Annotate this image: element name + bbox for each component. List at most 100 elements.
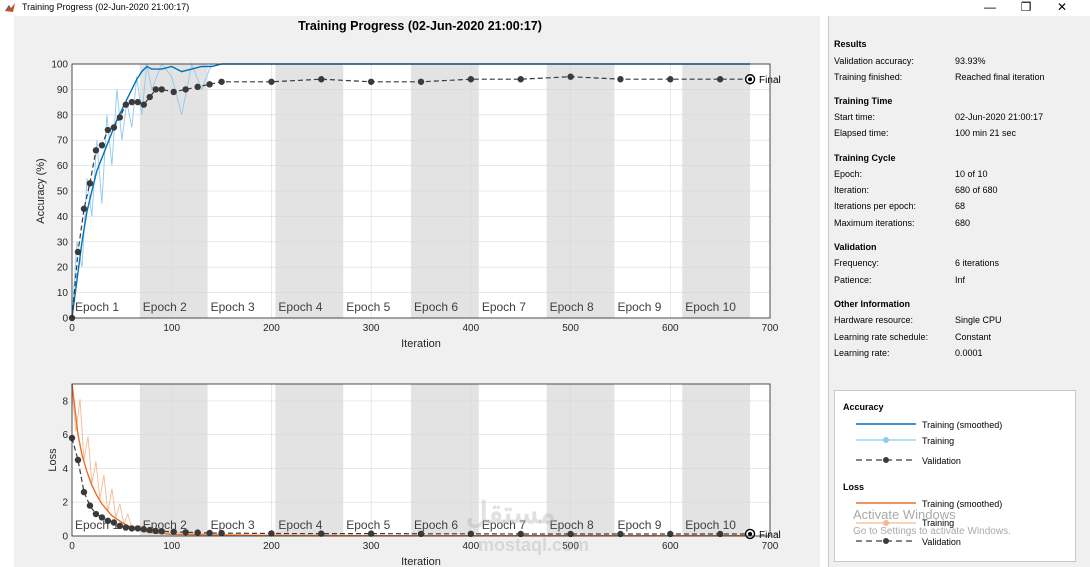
- loss-epoch-band: [546, 384, 615, 536]
- watermark-logo-arabic: مستقل: [466, 497, 556, 530]
- acc-epoch-label: Epoch 9: [617, 300, 661, 314]
- acc-ytick-label: 90: [57, 85, 69, 96]
- iterations-per-epoch-value: 68: [955, 201, 966, 211]
- acc-ytick-label: 30: [57, 237, 69, 248]
- acc-xtick-label: 500: [562, 323, 579, 334]
- acc-epoch-label: Epoch 7: [482, 300, 526, 314]
- acc-final-marker-dot: [748, 77, 753, 82]
- loss-validation-point: [92, 510, 100, 518]
- loss-validation-point: [318, 530, 325, 537]
- legend-loss-validation-marker: [883, 538, 889, 544]
- acc-validation-point: [146, 93, 153, 101]
- training-finished-key: Training finished:: [834, 72, 903, 82]
- acc-epoch-label: Epoch 5: [346, 300, 390, 314]
- loss-validation-point: [152, 527, 159, 535]
- loss-validation-point: [158, 528, 165, 535]
- loss-epoch-label: Epoch 10: [685, 518, 736, 532]
- other-information-heading: Other Information: [834, 299, 910, 309]
- training-cycle-heading: Training Cycle: [834, 153, 896, 163]
- loss-validation-point: [116, 522, 124, 530]
- loss-validation-point: [206, 529, 213, 537]
- acc-validation-point: [116, 114, 124, 121]
- activate-windows-subtitle: Go to Settings to activate Windows.: [853, 526, 1011, 537]
- validation-accuracy-value: 93.93%: [955, 56, 986, 66]
- elapsed-time-key: Elapsed time:: [834, 128, 889, 138]
- loss-validation-point: [134, 525, 142, 532]
- loss-epoch-label: Epoch 3: [211, 518, 255, 532]
- acc-axes-frame: [71, 63, 771, 319]
- acc-validation-point: [92, 147, 100, 154]
- acc-xlabel: Iteration: [401, 338, 441, 350]
- loss-epoch-label: Epoch 7: [482, 518, 526, 532]
- acc-ytick-label: 0: [62, 314, 68, 325]
- acc-epoch-label: Epoch 2: [143, 300, 187, 314]
- loss-validation-point: [194, 529, 201, 536]
- loss-ytick-label: 8: [62, 396, 68, 407]
- loss-epoch-label: Epoch 9: [617, 518, 661, 532]
- acc-validation-point: [104, 126, 112, 134]
- loss-validation-point: [567, 530, 574, 538]
- frequency-key: Frequency:: [834, 258, 880, 268]
- acc-validation-point: [110, 124, 118, 131]
- legend-loss-training-label: Training: [922, 518, 955, 528]
- acc-validation-point: [617, 76, 624, 83]
- legend-acc-smoothed-label: Training (smoothed): [922, 420, 1003, 430]
- hardware-resource-value: Single CPU: [955, 315, 1002, 325]
- restore-button[interactable]: ❐: [1020, 0, 1032, 14]
- loss-epoch-band: [682, 384, 751, 536]
- iteration-key: Iteration:: [834, 185, 870, 195]
- loss-validation-point: [517, 530, 524, 538]
- close-button[interactable]: ✕: [1056, 0, 1068, 14]
- acc-ytick-label: 10: [57, 288, 69, 299]
- acc-ylabel: Accuracy (%): [35, 158, 47, 223]
- loss-validation-point: [467, 530, 475, 538]
- acc-xtick-label: 700: [762, 323, 779, 334]
- acc-validation-point: [86, 180, 94, 187]
- learning-rate-value: 0.0001: [955, 348, 983, 358]
- loss-axes-frame: [71, 383, 771, 537]
- loss-xtick-label: 400: [463, 541, 480, 552]
- acc-validation-point: [667, 76, 674, 83]
- legend-acc-validation-label: Validation: [922, 456, 961, 466]
- acc-epoch-label: Epoch 1: [75, 300, 119, 314]
- acc-ytick-label: 50: [57, 187, 69, 198]
- loss-ytick-label: 4: [62, 464, 68, 475]
- loss-validation-point: [667, 530, 674, 538]
- acc-validation-point: [134, 98, 142, 106]
- acc-validation-point: [194, 83, 201, 91]
- legend-loss-validation-label: Validation: [922, 537, 961, 547]
- acc-validation-point: [98, 142, 106, 149]
- loss-validation-point: [122, 524, 130, 531]
- elapsed-time-value: 100 min 21 sec: [955, 128, 1017, 138]
- legend-box: [834, 390, 1076, 562]
- loss-validation-point: [218, 529, 225, 537]
- acc-epoch-label: Epoch 10: [685, 300, 736, 314]
- results-heading: Results: [834, 39, 867, 49]
- acc-xtick-label: 200: [263, 323, 280, 334]
- loss-validation-point: [268, 530, 275, 537]
- acc-validation-point: [74, 248, 82, 256]
- loss-validation-point: [98, 514, 106, 521]
- patience-key: Patience:: [834, 275, 872, 285]
- iteration-value: 680 of 680: [955, 185, 998, 195]
- legend-acc-training-marker: [883, 437, 889, 443]
- acc-validation-point: [140, 101, 147, 108]
- legend-loss-training-marker: [883, 520, 889, 526]
- loss-validation-point: [74, 456, 82, 464]
- acc-validation-point: [218, 78, 225, 85]
- acc-validation-point: [158, 86, 165, 93]
- legend-acc-training-label: Training: [922, 436, 955, 446]
- loss-xtick-label: 500: [562, 541, 579, 552]
- loss-epoch-band: [139, 384, 208, 536]
- start-time-key: Start time:: [834, 112, 876, 122]
- loss-ytick-label: 2: [62, 498, 68, 509]
- acc-epoch-label: Epoch 8: [550, 300, 594, 314]
- acc-validation-point: [80, 205, 88, 212]
- acc-xtick-label: 0: [69, 323, 75, 334]
- minimize-button[interactable]: —: [984, 0, 996, 14]
- acc-xtick-label: 600: [662, 323, 679, 334]
- acc-ytick-label: 40: [57, 212, 69, 223]
- acc-validation-point: [152, 86, 159, 93]
- loss-epoch-band: [411, 384, 479, 536]
